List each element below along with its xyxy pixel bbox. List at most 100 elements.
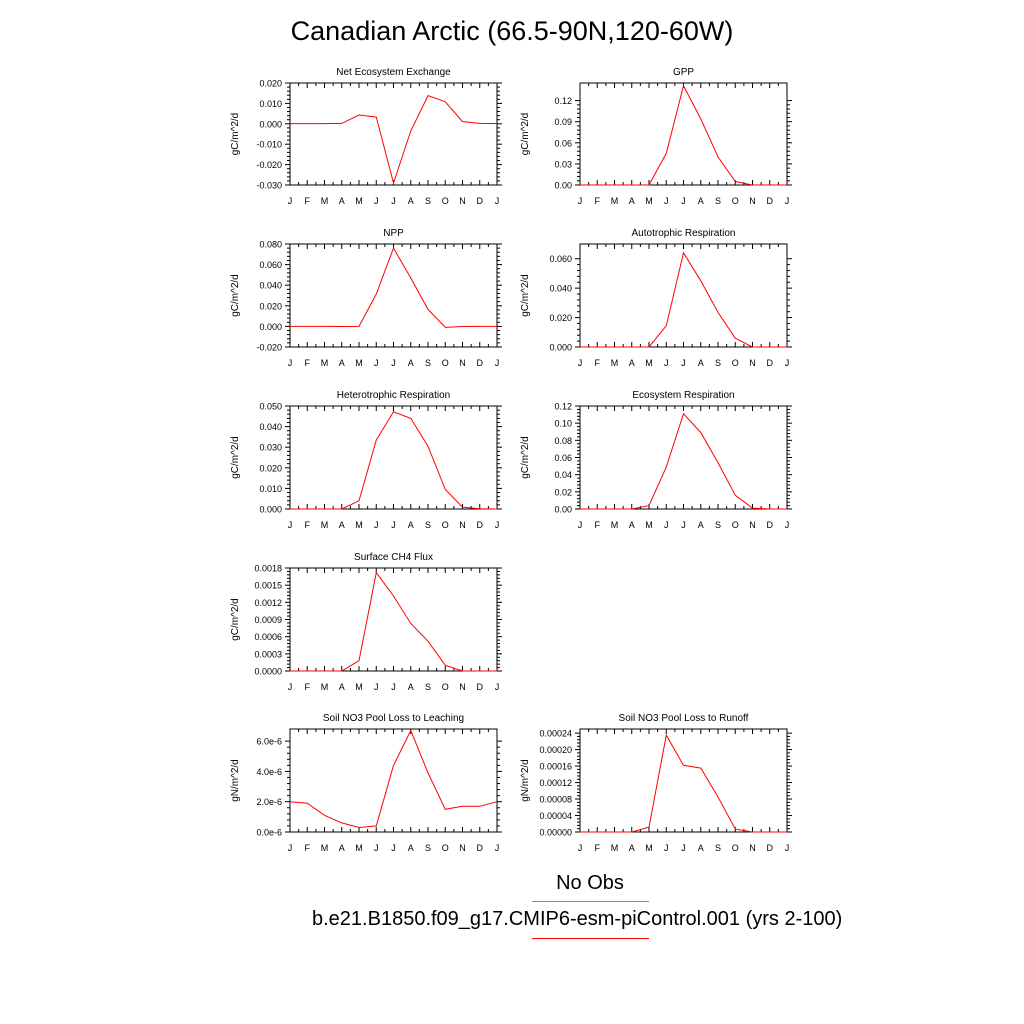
x-tick-label: J (664, 358, 669, 368)
x-tick-label: J (578, 843, 583, 853)
x-tick-label: D (767, 358, 774, 368)
plot-frame (289, 82, 498, 186)
x-tick-label: S (715, 196, 721, 206)
plot-frame (289, 728, 498, 833)
plot-frame (289, 405, 498, 510)
y-tick-label: 0.00012 (539, 778, 572, 788)
y-tick-label: 0.12 (554, 402, 572, 412)
x-tick-label: S (715, 843, 721, 853)
x-tick-label: D (767, 520, 774, 530)
plot-frame (579, 243, 788, 348)
x-tick-label: M (321, 682, 329, 692)
x-tick-label: J (374, 520, 379, 530)
figure-title: Canadian Arctic (66.5-90N,120-60W) (290, 16, 734, 46)
x-tick-label: J (288, 520, 293, 530)
x-tick-label: J (785, 358, 790, 368)
x-tick-label: J (785, 520, 790, 530)
y-tick-label: 0.04 (554, 470, 572, 480)
x-tick-label: O (442, 843, 449, 853)
legend-model-line (532, 938, 649, 939)
y-tick-label: 0.0009 (254, 615, 282, 625)
series-line (580, 733, 787, 833)
x-tick-label: N (459, 358, 466, 368)
y-tick-label: 0.0006 (254, 632, 282, 642)
x-tick-label: J (495, 843, 500, 853)
x-tick-label: D (477, 358, 484, 368)
x-tick-label: S (715, 358, 721, 368)
y-tick-label: 0.03 (554, 159, 572, 169)
x-tick-label: M (611, 196, 619, 206)
y-tick-label: -0.020 (256, 343, 282, 353)
x-tick-label: A (339, 520, 345, 530)
x-tick-label: J (288, 682, 293, 692)
y-tick-label: 0.10 (554, 419, 572, 429)
x-tick-label: J (391, 843, 396, 853)
panel-title: Heterotrophic Respiration (337, 390, 450, 401)
x-tick-label: S (425, 520, 431, 530)
x-tick-label: M (645, 520, 653, 530)
x-tick-label: J (495, 196, 500, 206)
x-tick-label: A (339, 358, 345, 368)
x-tick-label: M (355, 358, 363, 368)
y-axis-label: gC/m^2/d (520, 113, 531, 156)
x-tick-label: J (681, 520, 686, 530)
y-tick-label: 0.0e-6 (256, 828, 282, 838)
x-tick-label: J (495, 520, 500, 530)
y-tick-label: 0.0015 (254, 581, 282, 591)
x-tick-label: A (698, 196, 704, 206)
x-tick-label: F (595, 843, 601, 853)
y-tick-label: 0.00020 (539, 745, 572, 755)
x-tick-label: A (629, 520, 635, 530)
x-tick-label: J (374, 682, 379, 692)
x-tick-label: O (732, 843, 739, 853)
x-tick-label: O (732, 520, 739, 530)
y-tick-label: 0.000 (259, 505, 282, 515)
x-tick-label: D (767, 843, 774, 853)
x-tick-label: J (664, 520, 669, 530)
y-tick-label: 4.0e-6 (256, 767, 282, 777)
x-tick-label: F (595, 358, 601, 368)
y-tick-label: 0.00 (554, 505, 572, 515)
x-tick-label: J (374, 358, 379, 368)
x-tick-label: N (459, 843, 466, 853)
y-tick-label: 0.040 (259, 281, 282, 291)
x-tick-label: A (629, 196, 635, 206)
y-tick-label: 0.0018 (254, 564, 282, 574)
series-line (290, 94, 498, 185)
x-tick-label: F (305, 682, 311, 692)
series-line (290, 571, 497, 672)
y-tick-label: 0.00008 (539, 795, 572, 805)
x-tick-label: A (408, 682, 414, 692)
panel-title: Surface CH4 Flux (354, 552, 433, 563)
y-tick-label: 0.12 (554, 96, 572, 106)
x-tick-label: F (305, 520, 311, 530)
legend-obs-line (532, 901, 649, 902)
panel-title: Ecosystem Respiration (632, 390, 734, 401)
x-tick-label: A (698, 358, 704, 368)
series-line (580, 84, 787, 186)
y-axis-label: gC/m^2/d (520, 436, 531, 479)
x-tick-label: M (355, 520, 363, 530)
x-tick-label: J (578, 196, 583, 206)
x-tick-label: M (645, 843, 653, 853)
x-tick-label: J (578, 358, 583, 368)
x-tick-label: A (629, 358, 635, 368)
x-tick-label: O (732, 358, 739, 368)
panel-title: GPP (673, 67, 694, 78)
y-tick-label: 0.00016 (539, 762, 572, 772)
x-tick-label: N (749, 520, 756, 530)
plot-frame (289, 243, 498, 348)
y-tick-label: -0.030 (256, 181, 282, 191)
x-tick-label: O (442, 196, 449, 206)
y-tick-label: 0.040 (549, 284, 572, 294)
x-tick-label: M (611, 843, 619, 853)
panel-title: NPP (383, 228, 404, 239)
y-tick-label: 0.00024 (539, 729, 572, 739)
x-tick-label: J (288, 196, 293, 206)
x-tick-label: N (459, 520, 466, 530)
x-tick-label: A (339, 682, 345, 692)
